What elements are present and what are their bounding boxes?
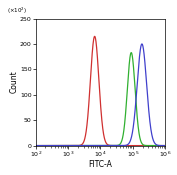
X-axis label: FITC-A: FITC-A [88,160,112,169]
Text: ($\times$10$^{2}$): ($\times$10$^{2}$) [7,6,27,16]
Y-axis label: Count: Count [9,71,18,93]
